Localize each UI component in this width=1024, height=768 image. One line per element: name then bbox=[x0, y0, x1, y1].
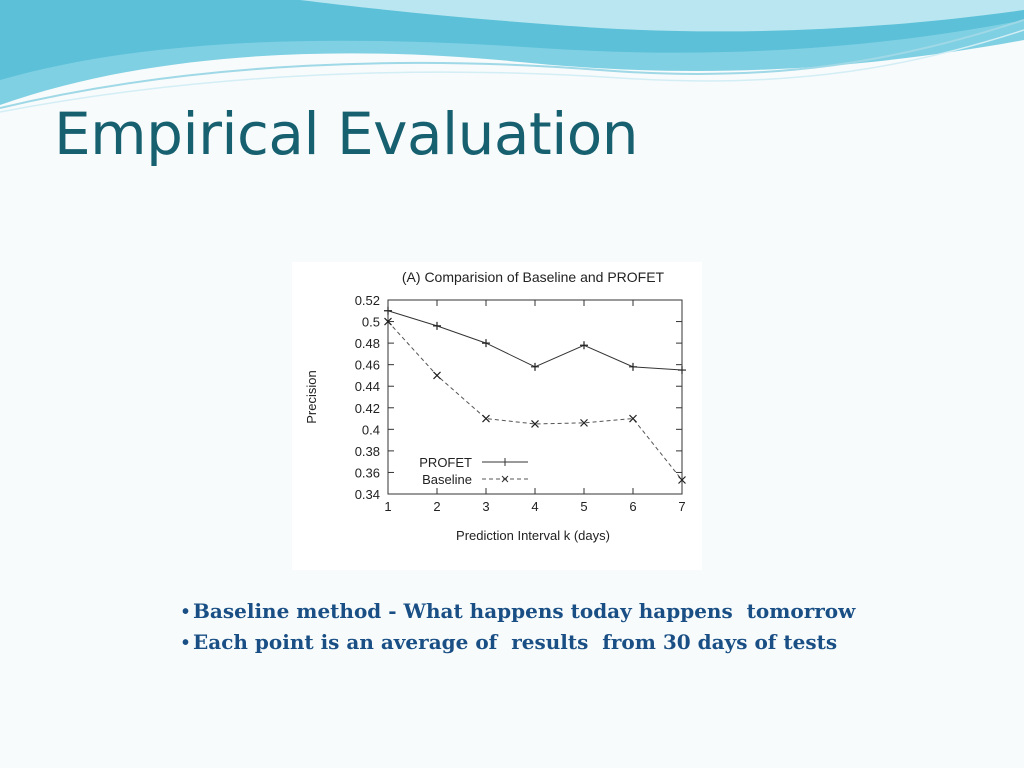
data-point-baseline bbox=[384, 317, 392, 326]
y-tick-label: 0.34 bbox=[355, 487, 380, 502]
data-point-profet bbox=[678, 366, 686, 375]
data-point-profet bbox=[433, 321, 441, 330]
data-point-profet bbox=[531, 362, 539, 371]
data-point-profet bbox=[384, 306, 392, 315]
header-wave-decoration bbox=[0, 0, 1024, 113]
y-tick-label: 0.52 bbox=[355, 293, 380, 308]
data-point-baseline bbox=[580, 418, 588, 427]
data-point-baseline bbox=[433, 371, 441, 380]
data-point-baseline bbox=[531, 420, 539, 428]
data-point-baseline bbox=[678, 476, 686, 484]
y-tick-label: 0.42 bbox=[355, 401, 380, 416]
legend-marker-profet bbox=[501, 458, 509, 466]
bullet-item: • Each point is an average of results fro… bbox=[182, 627, 855, 658]
y-tick-label: 0.5 bbox=[362, 315, 380, 330]
x-tick-label: 1 bbox=[384, 499, 391, 514]
y-tick-label: 0.48 bbox=[355, 336, 380, 351]
data-point-profet bbox=[482, 339, 490, 348]
y-tick-label: 0.38 bbox=[355, 444, 380, 459]
x-tick-label: 4 bbox=[531, 499, 538, 514]
chart-title: (A) Comparision of Baseline and PROFET bbox=[402, 269, 665, 285]
data-point-baseline bbox=[482, 414, 490, 423]
y-tick-label: 0.4 bbox=[362, 422, 380, 437]
precision-chart: (A) Comparision of Baseline and PROFET 0… bbox=[292, 262, 702, 570]
legend-label-profet: PROFET bbox=[419, 455, 472, 470]
x-tick-label: 2 bbox=[433, 499, 440, 514]
series-line-profet bbox=[387, 310, 683, 371]
bullet-item: • Baseline method - What happens today ha… bbox=[182, 596, 855, 627]
bullet-dot-icon: • bbox=[182, 632, 190, 654]
x-tick-label: 6 bbox=[629, 499, 636, 514]
y-tick-label: 0.46 bbox=[355, 358, 380, 373]
y-tick-label: 0.36 bbox=[355, 465, 380, 480]
x-tick-label: 7 bbox=[678, 499, 685, 514]
data-point-baseline bbox=[629, 414, 637, 423]
y-axis-label: Precision bbox=[304, 370, 319, 423]
x-tick-label: 3 bbox=[482, 499, 489, 514]
slide-title: Empirical Evaluation bbox=[54, 100, 639, 168]
bullet-list: • Baseline method - What happens today ha… bbox=[182, 596, 855, 658]
chart-canvas: (A) Comparision of Baseline and PROFET 0… bbox=[304, 269, 686, 543]
x-axis-label: Prediction Interval k (days) bbox=[456, 528, 610, 543]
bullet-dot-icon: • bbox=[182, 601, 190, 623]
y-tick-label: 0.44 bbox=[355, 379, 380, 394]
data-point-profet bbox=[580, 341, 588, 350]
legend-marker-baseline bbox=[501, 475, 509, 483]
legend-label-baseline: Baseline bbox=[422, 472, 472, 487]
data-point-profet bbox=[629, 362, 637, 371]
bullet-text: Baseline method - What happens today hap… bbox=[193, 599, 856, 623]
x-tick-label: 5 bbox=[580, 499, 587, 514]
bullet-text: Each point is an average of results from… bbox=[193, 630, 838, 654]
chart-legend: PROFET Baseline bbox=[419, 455, 528, 487]
